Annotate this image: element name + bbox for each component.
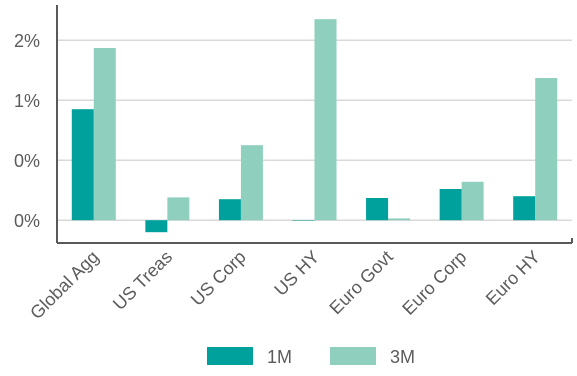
x-tick-label: Euro HY <box>482 247 544 309</box>
bar-3m-euro-govt <box>388 218 411 221</box>
y-tick-label: 0% <box>14 151 40 171</box>
x-tick-label: US HY <box>270 247 323 300</box>
bar-1m-us-corp <box>218 199 241 221</box>
legend-label-3m: 3M <box>390 347 415 367</box>
bars <box>71 19 558 233</box>
y-tick-labels: 0% 0% 1% 2% <box>14 31 40 231</box>
bar-1m-euro-govt <box>366 198 389 221</box>
y-tick-label: 2% <box>14 31 40 51</box>
bar-3m-us-hy <box>314 19 337 221</box>
bar-3m-us-corp <box>240 145 263 221</box>
bar-3m-euro-corp <box>461 181 484 221</box>
bar-1m-global-agg <box>71 109 94 221</box>
y-tick-label: 1% <box>14 91 40 111</box>
bar-3m-global-agg <box>93 48 116 221</box>
legend: 1M 3M <box>207 347 415 367</box>
legend-swatch-1m <box>207 347 253 365</box>
legend-swatch-3m <box>330 347 376 365</box>
bar-1m-us-treas <box>145 220 168 233</box>
axes <box>56 5 573 244</box>
x-tick-label: Euro Govt <box>325 247 396 318</box>
legend-label-1m: 1M <box>267 347 292 367</box>
bar-1m-us-hy <box>292 220 315 221</box>
bar-1m-euro-hy <box>513 196 536 221</box>
x-tick-label: US Treas <box>109 247 176 314</box>
x-tick-label: Global Agg <box>26 247 102 323</box>
x-tick-labels: Global Agg US Treas US Corp US HY Euro Govt E… <box>26 247 544 323</box>
bar-1m-euro-corp <box>439 189 462 221</box>
x-tick-label: Euro Corp <box>398 247 470 319</box>
y-tick-label: 0% <box>14 211 40 231</box>
bar-3m-us-treas <box>167 197 190 221</box>
x-tick-label: US Corp <box>187 247 250 310</box>
bar-3m-euro-hy <box>535 78 558 221</box>
